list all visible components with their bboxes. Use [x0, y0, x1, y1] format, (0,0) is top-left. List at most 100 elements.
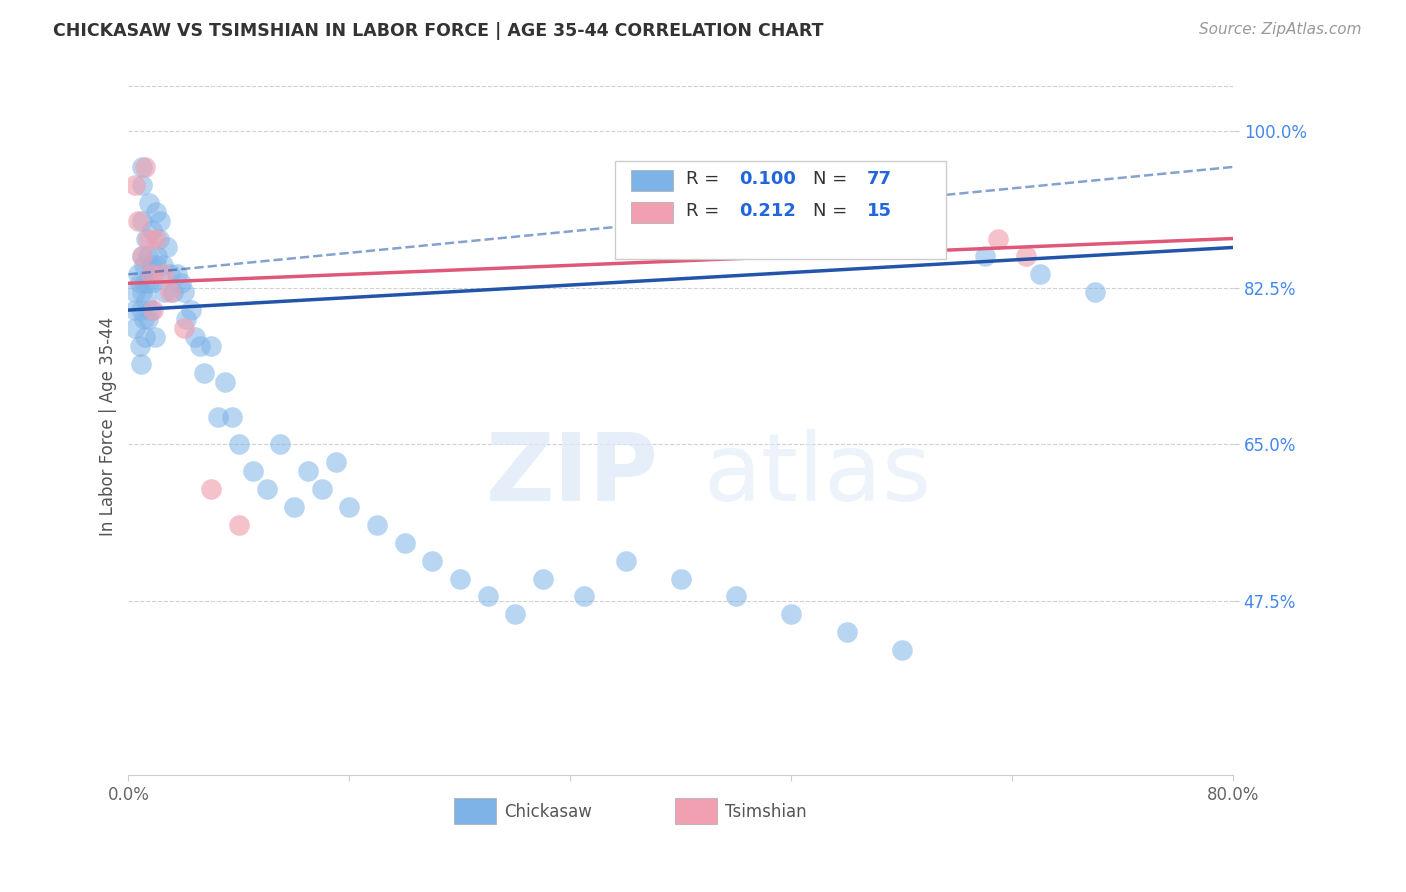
Text: 15: 15	[866, 202, 891, 220]
Point	[173, 321, 195, 335]
Point	[141, 277, 163, 291]
Point	[339, 500, 361, 514]
Point	[131, 178, 153, 192]
Point	[143, 330, 166, 344]
Point	[503, 607, 526, 622]
Point	[725, 590, 748, 604]
Point	[1015, 249, 1038, 263]
Text: 0.100: 0.100	[740, 170, 796, 188]
Point	[987, 231, 1010, 245]
Point	[366, 517, 388, 532]
Point	[131, 285, 153, 300]
Point	[221, 410, 243, 425]
Point	[139, 303, 162, 318]
Point	[242, 464, 264, 478]
Point	[890, 643, 912, 657]
Point	[124, 178, 146, 192]
Point	[156, 240, 179, 254]
Point	[228, 517, 250, 532]
Point	[132, 258, 155, 272]
Point	[420, 554, 443, 568]
Point	[449, 572, 471, 586]
Point	[152, 258, 174, 272]
Point	[180, 303, 202, 318]
Point	[134, 277, 156, 291]
FancyBboxPatch shape	[631, 202, 673, 223]
Text: N =: N =	[814, 170, 853, 188]
Point	[152, 268, 174, 282]
Point	[131, 160, 153, 174]
Point	[200, 482, 222, 496]
Point	[780, 607, 803, 622]
Point	[129, 357, 152, 371]
Point	[394, 535, 416, 549]
Point	[146, 249, 169, 263]
Point	[162, 285, 184, 300]
Text: Chickasaw: Chickasaw	[505, 803, 592, 821]
Point	[297, 464, 319, 478]
Point	[572, 590, 595, 604]
Point	[139, 258, 162, 272]
Point	[325, 455, 347, 469]
Point	[188, 339, 211, 353]
Text: 0.212: 0.212	[740, 202, 796, 220]
Point	[128, 339, 150, 353]
Text: R =: R =	[686, 202, 725, 220]
Point	[477, 590, 499, 604]
Point	[132, 312, 155, 326]
Point	[131, 249, 153, 263]
Point	[148, 231, 170, 245]
Point	[131, 249, 153, 263]
Point	[136, 277, 159, 291]
Point	[136, 231, 159, 245]
Point	[142, 268, 165, 282]
Point	[200, 339, 222, 353]
Text: CHICKASAW VS TSIMSHIAN IN LABOR FORCE | AGE 35-44 CORRELATION CHART: CHICKASAW VS TSIMSHIAN IN LABOR FORCE | …	[53, 22, 824, 40]
FancyBboxPatch shape	[454, 797, 496, 824]
Point	[131, 213, 153, 227]
Point	[193, 366, 215, 380]
Point	[129, 303, 152, 318]
Text: Source: ZipAtlas.com: Source: ZipAtlas.com	[1198, 22, 1361, 37]
Point	[166, 268, 188, 282]
Point	[124, 285, 146, 300]
Point	[135, 294, 157, 309]
FancyBboxPatch shape	[614, 161, 946, 259]
Point	[159, 285, 181, 300]
Text: Tsimshian: Tsimshian	[725, 803, 807, 821]
Text: N =: N =	[814, 202, 853, 220]
Y-axis label: In Labor Force | Age 35-44: In Labor Force | Age 35-44	[100, 317, 117, 536]
Point	[214, 375, 236, 389]
Point	[139, 268, 162, 282]
Point	[176, 312, 198, 326]
Point	[136, 312, 159, 326]
Point	[127, 268, 149, 282]
Point	[138, 195, 160, 210]
FancyBboxPatch shape	[675, 797, 717, 824]
Text: atlas: atlas	[703, 429, 931, 521]
Point	[1029, 268, 1052, 282]
Point	[835, 625, 858, 640]
Point	[136, 249, 159, 263]
Point	[124, 303, 146, 318]
Point	[149, 213, 172, 227]
Point	[134, 160, 156, 174]
Point	[228, 437, 250, 451]
Point	[311, 482, 333, 496]
Point	[145, 204, 167, 219]
Point	[531, 572, 554, 586]
Point	[614, 554, 637, 568]
Text: 77: 77	[866, 170, 891, 188]
Point	[269, 437, 291, 451]
Point	[159, 268, 181, 282]
Point	[256, 482, 278, 496]
Point	[141, 222, 163, 236]
Point	[669, 572, 692, 586]
Point	[127, 213, 149, 227]
Point	[973, 249, 995, 263]
Point	[134, 330, 156, 344]
Text: ZIP: ZIP	[486, 429, 659, 521]
Point	[173, 285, 195, 300]
Point	[135, 231, 157, 245]
Text: R =: R =	[686, 170, 725, 188]
